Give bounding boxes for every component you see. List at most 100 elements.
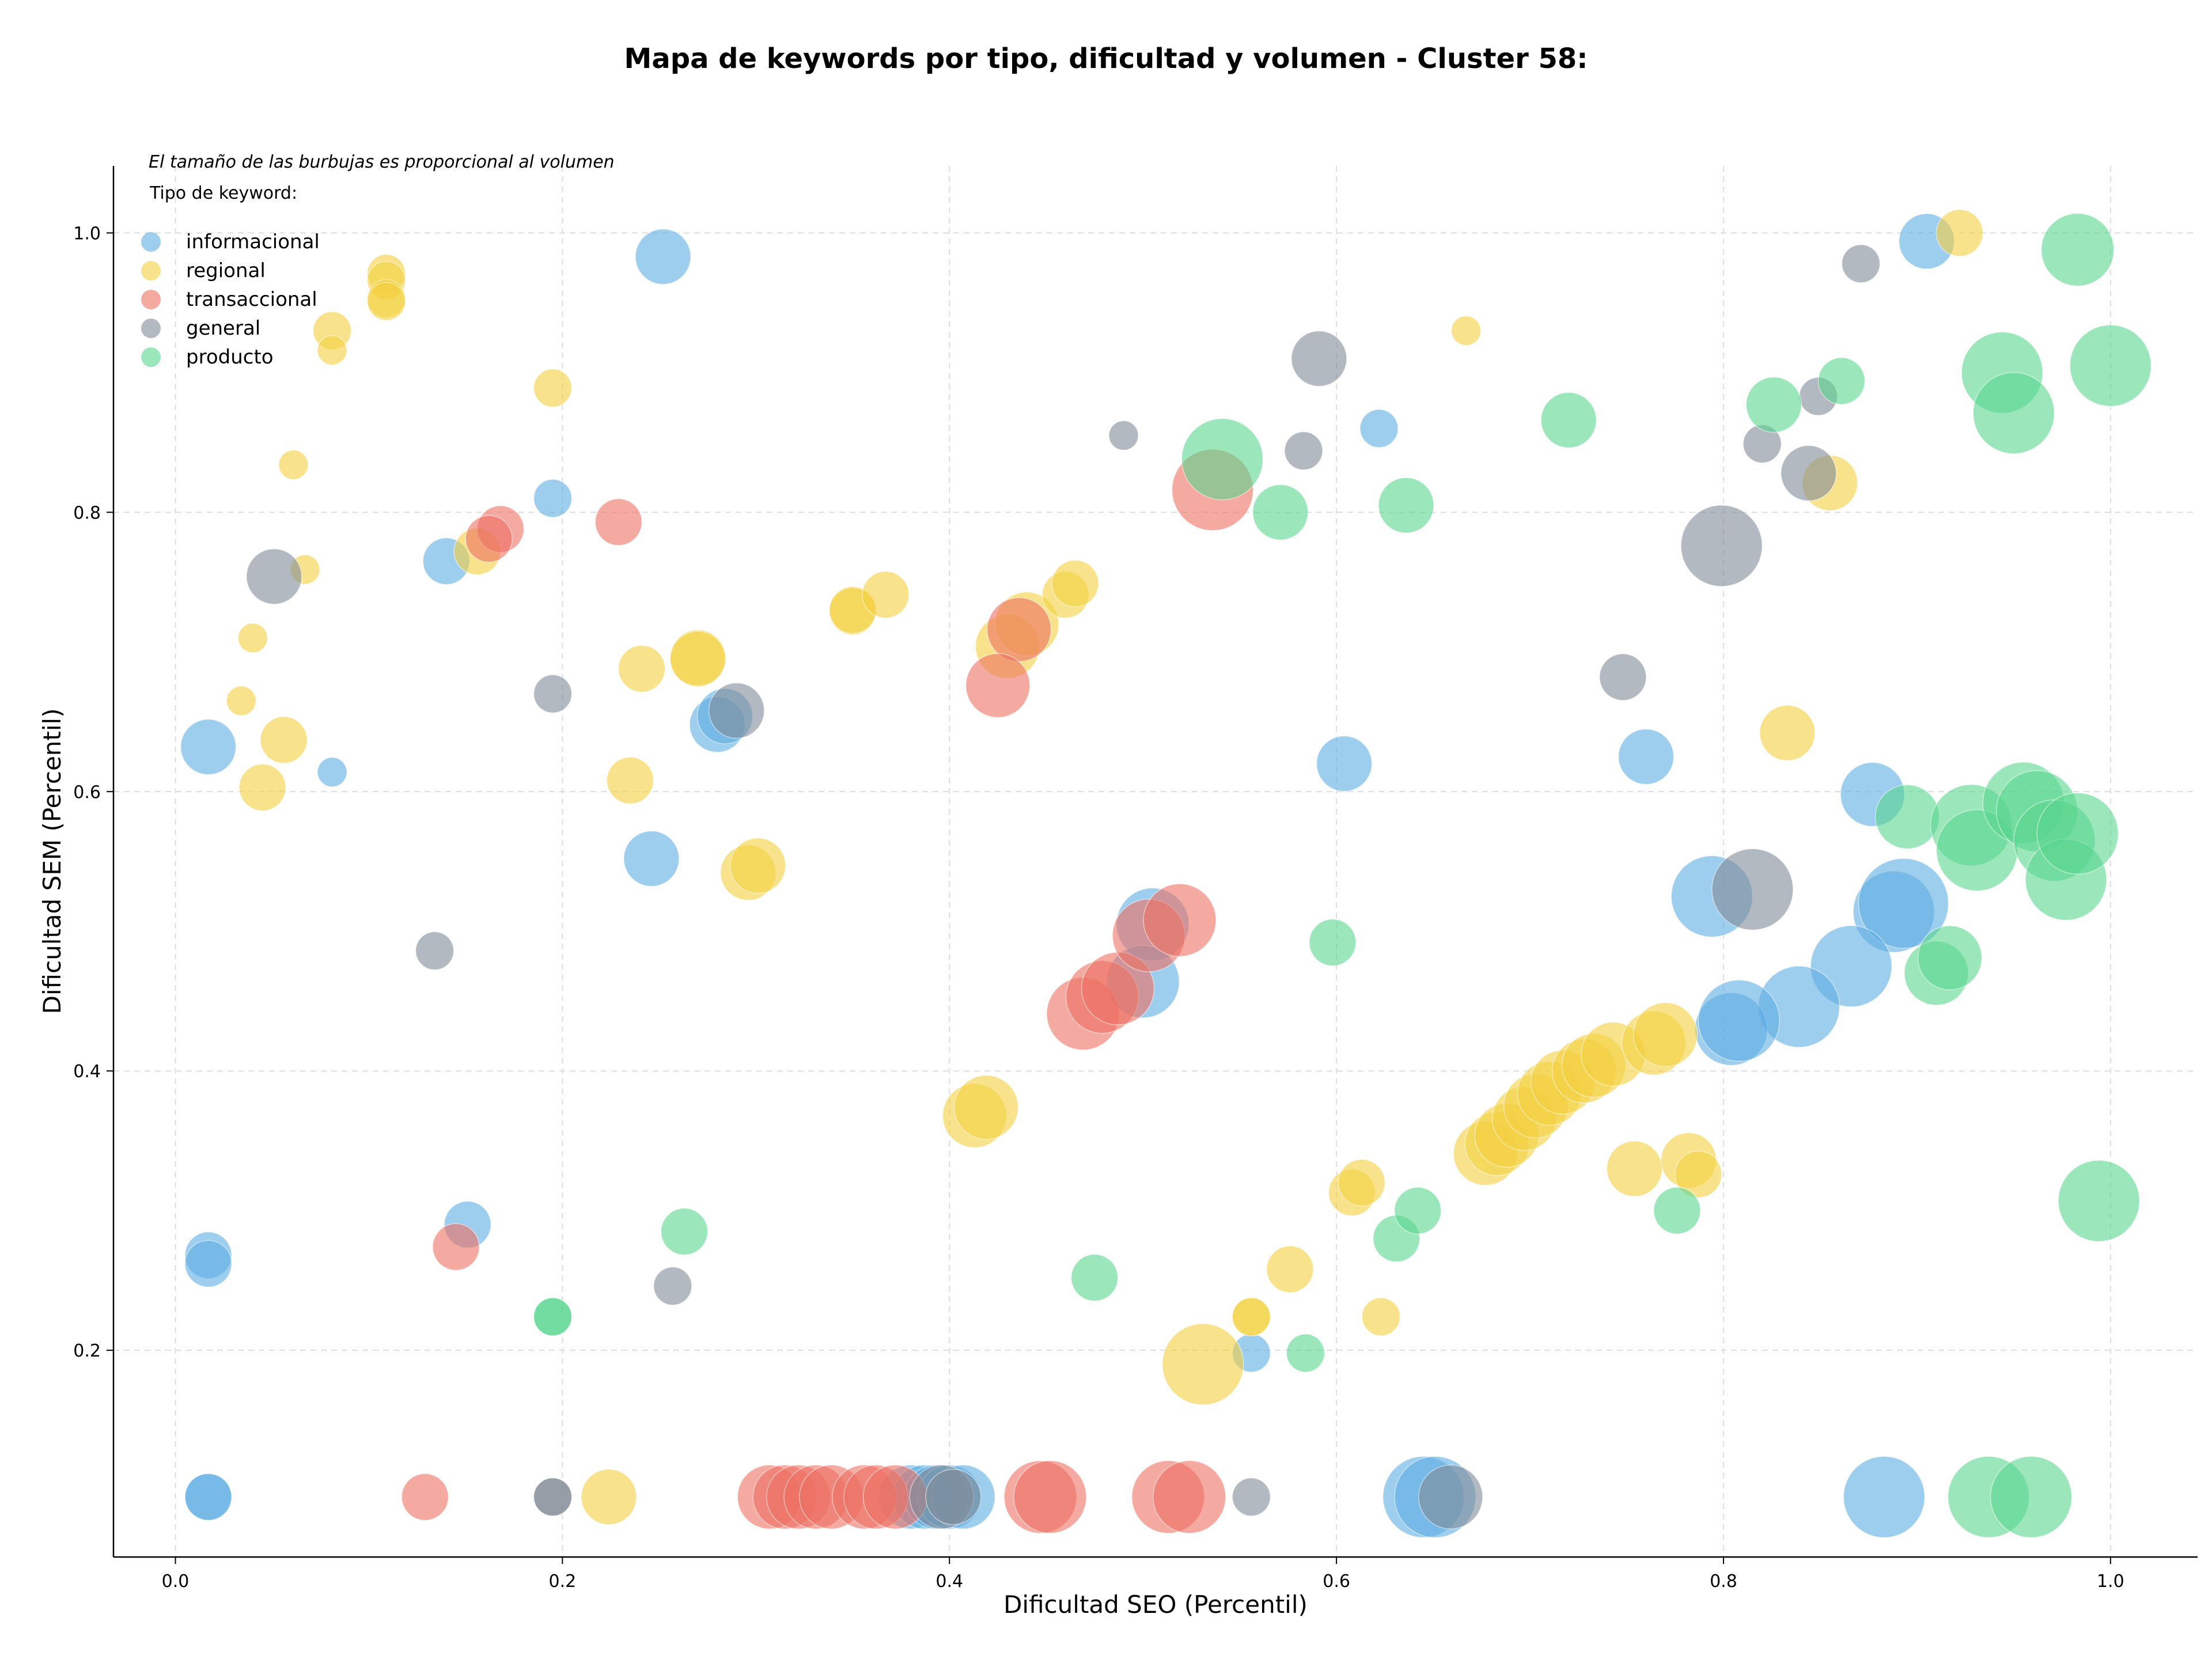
legend-label: general	[186, 317, 260, 340]
ticks: 0.0 0.2 0.4 0.6 0.8 1.0 0.2 0.4 0.6 0.8 1.0	[73, 223, 2124, 1592]
bubble-point	[1266, 1245, 1314, 1293]
y-tick-label: 1.0	[73, 223, 101, 244]
bubble-point	[533, 1477, 573, 1517]
bubble-point	[1418, 1464, 1483, 1529]
bubble-point	[1675, 1150, 1722, 1198]
bubble-point	[1359, 409, 1399, 448]
bubble-point	[1013, 1460, 1087, 1534]
bubble-point	[1633, 1002, 1698, 1067]
bubble-point	[1936, 209, 1984, 257]
legend-marker	[141, 232, 161, 252]
bubbles	[180, 209, 2152, 1538]
legend-label: regional	[186, 259, 266, 282]
bubble-point	[1338, 1158, 1386, 1207]
bubble-point	[618, 645, 666, 693]
bubble-point	[1153, 1460, 1226, 1534]
legend: informacional regional transaccional genera…	[141, 230, 320, 369]
legend-label: transaccional	[186, 288, 317, 311]
legend-marker	[141, 290, 161, 309]
bubble-point	[708, 682, 765, 739]
bubble-point	[1309, 918, 1357, 967]
bubble-point	[533, 368, 573, 408]
y-axis-label: Dificultad SEM (Percentil)	[38, 709, 66, 1014]
bubble-point	[226, 685, 256, 716]
bubble-point	[1181, 418, 1264, 501]
x-axis-label: Dificultad SEO (Percentil)	[1003, 1590, 1308, 1619]
bubble-point	[1781, 445, 1837, 502]
bubble-point	[1291, 330, 1347, 387]
legend-marker	[141, 261, 161, 281]
y-tick-label: 0.4	[73, 1062, 101, 1082]
bubble-point	[184, 1240, 232, 1288]
bubble-point	[1070, 1253, 1119, 1302]
series-informacional	[180, 213, 1955, 1538]
y-tick-label: 0.6	[73, 782, 101, 802]
series-transaccional	[401, 449, 1254, 1534]
bubble-point	[1232, 1477, 1271, 1517]
bubble-point	[2069, 324, 2152, 407]
bubble-point	[1286, 1334, 1325, 1373]
bubble-point	[669, 631, 726, 687]
bubble-point	[246, 548, 302, 605]
bubble-point	[1917, 925, 1983, 991]
bubble-point	[1972, 372, 2055, 454]
bubble-point	[465, 515, 513, 563]
bubble-point	[1711, 848, 1794, 931]
size-note: El tamaño de las burbujas es proporciona…	[149, 152, 615, 172]
chart-title: Mapa de keywords por tipo, dificultad y …	[624, 43, 1588, 75]
bubble-point	[606, 756, 654, 805]
series-general	[246, 244, 1881, 1529]
bubble-point	[533, 674, 573, 714]
bubble-point	[2058, 1160, 2140, 1242]
bubble-point	[278, 449, 309, 480]
bubble-point	[260, 716, 308, 764]
bubble-point	[1759, 704, 1816, 762]
x-tick-label: 0.6	[1323, 1571, 1350, 1592]
bubble-point	[1843, 1456, 1926, 1538]
bubble-point	[623, 830, 680, 887]
bubble-point	[1051, 559, 1099, 608]
bubble-point	[653, 1266, 692, 1306]
bubble-point	[2040, 213, 2115, 287]
bubble-point	[401, 1473, 449, 1521]
bubble-point	[432, 1223, 480, 1271]
bubble-point	[1841, 244, 1881, 283]
y-tick-label: 0.2	[73, 1341, 101, 1361]
bubble-point	[1606, 1141, 1663, 1197]
grid	[113, 166, 2198, 1557]
bubble-point	[1143, 883, 1217, 957]
bubble-point	[594, 498, 643, 546]
bubble-point	[925, 1468, 982, 1525]
bubble-point	[1162, 1323, 1244, 1406]
bubble-point	[729, 838, 786, 894]
bubble-point	[635, 228, 691, 285]
bubble-point	[317, 335, 347, 366]
bubble-point	[1990, 1456, 2073, 1538]
bubble-point	[1817, 357, 1866, 405]
x-tick-label: 0.8	[1710, 1571, 1737, 1592]
series-producto	[533, 213, 2152, 1538]
bubble-point	[2036, 792, 2119, 875]
bubble-point	[317, 757, 347, 787]
bubble-point	[1540, 392, 1597, 449]
bubble-point	[581, 1468, 637, 1525]
x-tick-label: 0.4	[935, 1571, 963, 1592]
bubble-point	[1618, 728, 1675, 785]
bubble-point	[237, 623, 268, 653]
bubble-point	[1284, 431, 1323, 471]
bubble-point	[184, 1473, 232, 1521]
legend-title: Tipo de keyword:	[149, 183, 297, 203]
bubble-point	[366, 282, 406, 321]
legend-label: informacional	[186, 230, 320, 253]
bubble-point	[1393, 1187, 1442, 1234]
bubble-point	[1858, 858, 1949, 949]
bubble-point	[1653, 1187, 1701, 1234]
bubble-point	[1698, 979, 1781, 1062]
bubble-point	[660, 1207, 709, 1256]
series-regional	[226, 209, 1984, 1525]
bubble-point	[1316, 736, 1373, 792]
bubble-point	[1450, 315, 1482, 346]
bubble-point	[953, 1074, 1019, 1140]
